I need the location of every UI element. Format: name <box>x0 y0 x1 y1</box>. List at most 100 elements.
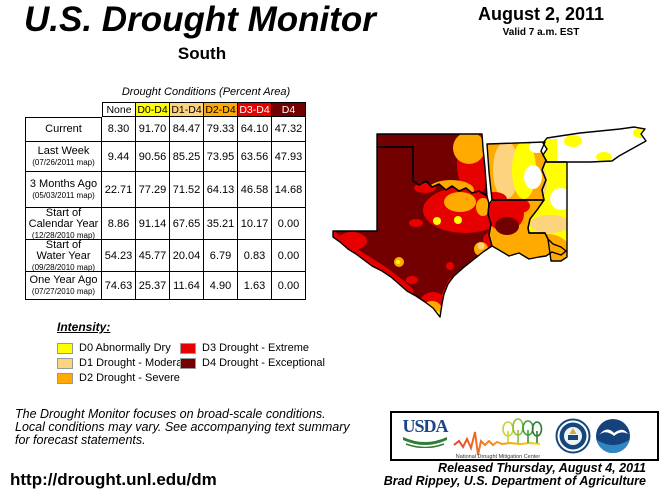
cell-value: 0.00 <box>272 272 306 300</box>
cell-value: 0.83 <box>238 240 272 272</box>
legend-title: Intensity: <box>57 320 111 334</box>
cell-value: 6.79 <box>204 240 238 272</box>
row-sublabel: (07/27/2010 map) <box>31 287 96 296</box>
cell-value: 73.95 <box>204 142 238 172</box>
cell-value: 1.63 <box>238 272 272 300</box>
legend-label: D4 Drought - Exceptional <box>202 357 325 369</box>
cell-value: 54.23 <box>102 240 136 272</box>
disclaimer-text: The Drought Monitor focuses on broad-sca… <box>15 407 350 447</box>
legend-item-d2: D2 Drought - Severe <box>57 372 180 384</box>
row-sublabel: (05/03/2011 map) <box>32 191 95 200</box>
cell-value: 85.25 <box>170 142 204 172</box>
legend-item-d1: D1 Drought - Moderate <box>57 357 192 369</box>
usda-logo: USDA <box>400 417 450 453</box>
cell-value: 22.71 <box>102 172 136 208</box>
cell-value: 91.14 <box>136 208 170 240</box>
legend-item-d3: D3 Drought - Extreme <box>180 342 309 354</box>
author-line: Brad Rippey, U.S. Department of Agricult… <box>383 474 646 488</box>
cell-value: 71.52 <box>170 172 204 208</box>
row-sublabel: (07/26/2011 map) <box>32 158 95 167</box>
cell-value: 0.00 <box>272 240 306 272</box>
col-header-none: None <box>102 102 136 117</box>
cell-value: 14.68 <box>272 172 306 208</box>
louisiana-drought-overlay <box>488 200 530 235</box>
cell-value: 45.77 <box>136 240 170 272</box>
cell-value: 64.10 <box>238 117 272 142</box>
noaa-logo-icon <box>596 419 630 453</box>
row-label: Last Week <box>37 145 90 157</box>
col-header-d1-d4: D1-D4 <box>170 102 204 117</box>
d0-swatch-icon <box>57 342 73 354</box>
drought-url-link[interactable]: http://drought.unl.edu/dm <box>10 470 217 489</box>
legend-label: D2 Drought - Severe <box>79 372 180 384</box>
date-block: August 2, 2011 Valid 7 a.m. EST <box>448 4 634 38</box>
cell-value: 67.65 <box>170 208 204 240</box>
table-row: Start of Calendar Year (12/28/2010 map) 8… <box>25 206 306 240</box>
cell-value: 0.00 <box>272 208 306 240</box>
row-sublabel: (09/28/2010 map) <box>31 262 96 272</box>
usda-swoosh-icon <box>403 437 447 449</box>
release-date-line: Released Thursday, August 4, 2011 <box>438 461 646 475</box>
legend-label: D3 Drought - Extreme <box>202 342 309 354</box>
cell-value: 46.58 <box>238 172 272 208</box>
commerce-seal-icon <box>555 418 591 454</box>
row-label: Start of Calendar Year <box>28 206 99 230</box>
legend-item-d4: D4 Drought - Exceptional <box>180 357 325 369</box>
cell-value: 90.56 <box>136 142 170 172</box>
table-row: 3 Months Ago (05/03/2011 map) 22.71 77.29… <box>25 172 306 208</box>
ndmc-ekg-line-icon <box>453 431 541 456</box>
cell-value: 84.47 <box>170 117 204 142</box>
table-row: Start of Water Year (09/28/2010 map) 54.2… <box>25 238 306 272</box>
col-header-d0-d4: D0-D4 <box>136 102 170 117</box>
cell-value: 63.56 <box>238 142 272 172</box>
row-sublabel: (12/28/2010 map) <box>31 230 96 240</box>
row-label: Current <box>45 122 82 135</box>
legend-item-d0: D0 Abnormally Dry <box>57 342 171 354</box>
table-row: Last Week (07/26/2011 map) 9.44 90.56 85.… <box>25 142 306 172</box>
row-label: 3 Months Ago <box>29 178 98 190</box>
table-row: Current 8.30 91.70 84.47 79.33 64.10 47.… <box>25 117 306 142</box>
cell-value: 8.86 <box>102 208 136 240</box>
page-title: U.S. Drought Monitor <box>24 0 376 39</box>
d3-swatch-icon <box>180 342 196 354</box>
region-subtitle: South <box>177 44 227 63</box>
row-label: Start of Water Year <box>36 238 91 262</box>
cell-value: 11.64 <box>170 272 204 300</box>
logos-box: USDA National Drought Mitigation Center <box>390 411 659 461</box>
cell-value: 64.13 <box>204 172 238 208</box>
cell-value: 77.29 <box>136 172 170 208</box>
arkansas-drought-overlay <box>487 142 545 200</box>
drought-map <box>332 126 647 318</box>
col-header-d3-d4: D3-D4 <box>238 102 272 117</box>
cell-value: 35.21 <box>204 208 238 240</box>
cell-value: 8.30 <box>102 117 136 142</box>
ndmc-logo: National Drought Mitigation Center <box>453 418 543 460</box>
valid-time-note: Valid 7 a.m. EST <box>502 27 580 38</box>
release-block: Released Thursday, August 4, 2011 Brad R… <box>340 462 646 488</box>
d2-swatch-icon <box>57 372 73 384</box>
legend-label: D1 Drought - Moderate <box>79 357 192 369</box>
d4-swatch-icon <box>180 357 196 369</box>
cell-value: 47.32 <box>272 117 306 142</box>
d1-swatch-icon <box>57 357 73 369</box>
cell-value: 47.93 <box>272 142 306 172</box>
drought-conditions-table: None D0-D4 D1-D4 D2-D4 D3-D4 D4 Current … <box>25 102 306 300</box>
col-header-d4: D4 <box>272 102 306 117</box>
col-header-d2-d4: D2-D4 <box>204 102 238 117</box>
cell-value: 91.70 <box>136 117 170 142</box>
cell-value: 4.90 <box>204 272 238 300</box>
cell-value: 20.04 <box>170 240 204 272</box>
cell-value: 10.17 <box>238 208 272 240</box>
cell-value: 25.37 <box>136 272 170 300</box>
row-label: One Year Ago <box>29 274 98 286</box>
table-row: One Year Ago (07/27/2010 map) 74.63 25.37… <box>25 272 306 300</box>
cell-value: 74.63 <box>102 272 136 300</box>
legend-label: D0 Abnormally Dry <box>79 342 171 354</box>
table-title: Drought Conditions (Percent Area) <box>121 86 291 98</box>
ndmc-logo-text: National Drought Mitigation Center <box>456 454 541 460</box>
table-header-row: None D0-D4 D1-D4 D2-D4 D3-D4 D4 <box>102 102 306 117</box>
report-date: August 2, 2011 <box>477 4 605 24</box>
cell-value: 9.44 <box>102 142 136 172</box>
usda-logo-text: USDA <box>402 416 448 436</box>
